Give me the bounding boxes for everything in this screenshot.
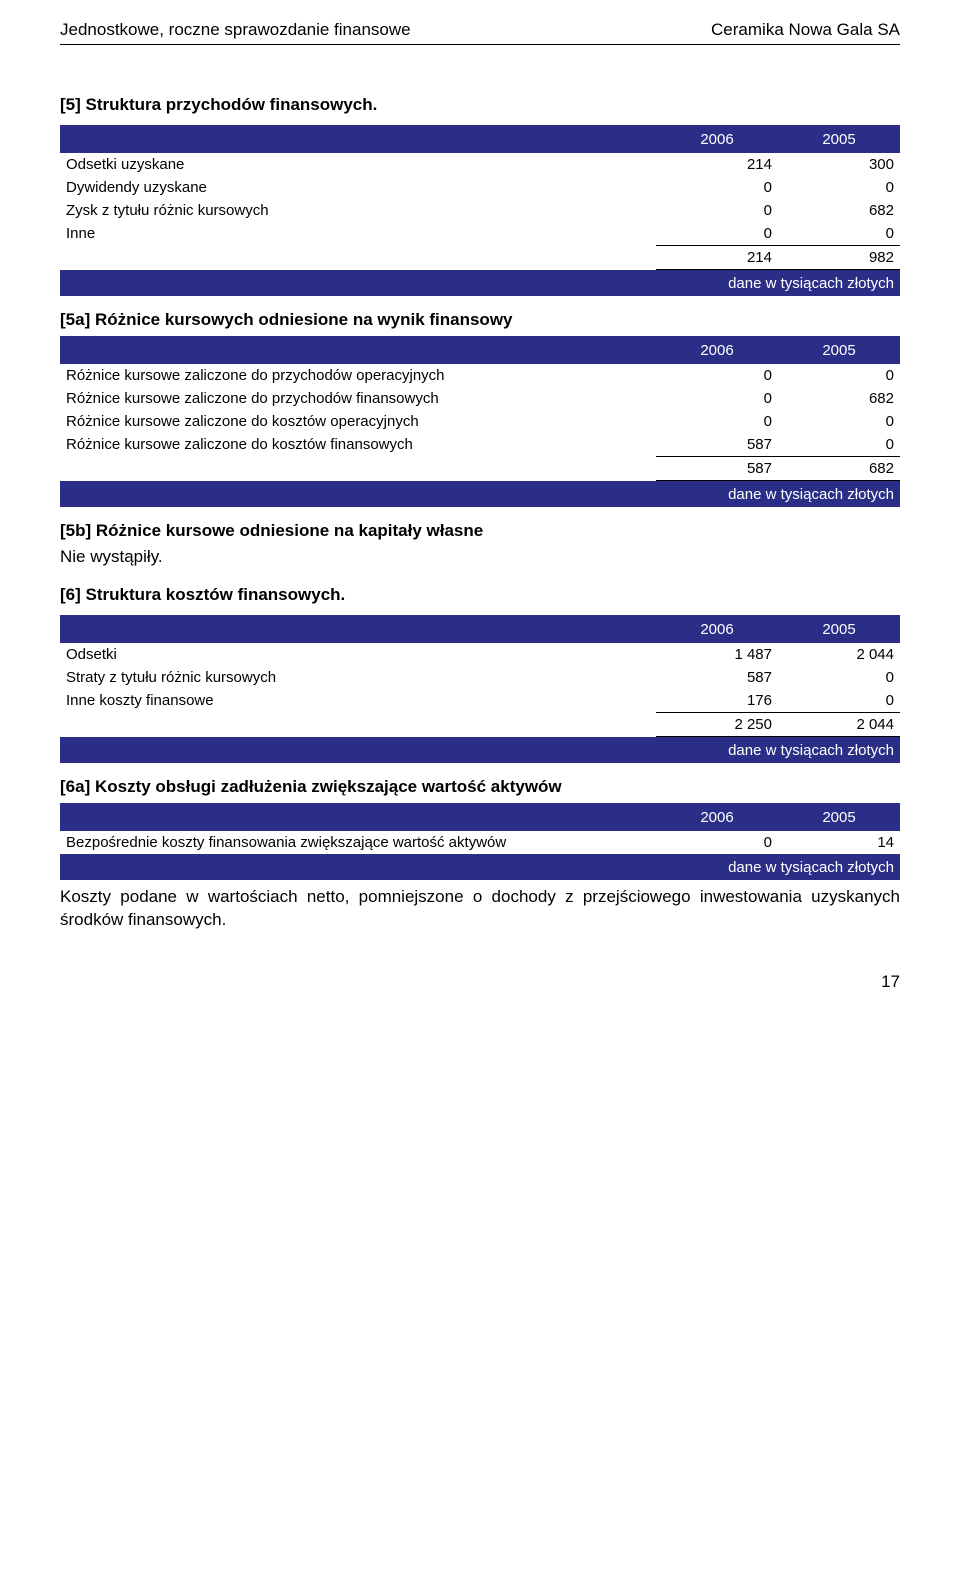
year-col-1: 2006 (656, 615, 778, 643)
section-6a-body: Koszty podane w wartościach netto, pomni… (60, 886, 900, 932)
table-header-row: 2006 2005 (60, 615, 900, 643)
row-value: 0 (778, 689, 900, 713)
section-6-title: [6] Struktura kosztów finansowych. (60, 585, 900, 605)
section-5-title: [5] Struktura przychodów finansowych. (60, 95, 900, 115)
row-value: 0 (778, 364, 900, 387)
section-5b-title: [5b] Różnice kursowe odniesione na kapit… (60, 521, 900, 541)
table-row: Inne 0 0 (60, 222, 900, 246)
header-right: Ceramika Nowa Gala SA (711, 20, 900, 40)
row-label: Różnice kursowe zaliczone do kosztów ope… (60, 410, 656, 433)
table-section-6a: 2006 2005 Bezpośrednie koszty finansowan… (60, 803, 900, 880)
total-value: 982 (778, 246, 900, 270)
row-value: 0 (656, 387, 778, 410)
year-col-2: 2005 (778, 615, 900, 643)
row-value: 682 (778, 199, 900, 222)
row-value: 300 (778, 153, 900, 176)
table-caption-row: dane w tysiącach złotych (60, 854, 900, 880)
table-caption: dane w tysiącach złotych (60, 737, 900, 764)
row-value: 682 (778, 387, 900, 410)
table-row: Inne koszty finansowe 176 0 (60, 689, 900, 713)
row-value: 214 (656, 153, 778, 176)
header-left: Jednostkowe, roczne sprawozdanie finanso… (60, 20, 411, 40)
year-col-2: 2005 (778, 803, 900, 831)
table-row: Zysk z tytułu różnic kursowych 0 682 (60, 199, 900, 222)
table-caption-row: dane w tysiącach złotych (60, 737, 900, 764)
table-row: Różnice kursowe zaliczone do przychodów … (60, 364, 900, 387)
header-spacer (60, 125, 656, 153)
table-row: Bezpośrednie koszty finansowania zwiększ… (60, 831, 900, 854)
total-value: 2 044 (778, 713, 900, 737)
total-value: 2 250 (656, 713, 778, 737)
table-caption-row: dane w tysiącach złotych (60, 481, 900, 508)
row-value: 0 (778, 222, 900, 246)
table-row: Dywidendy uzyskane 0 0 (60, 176, 900, 199)
row-value: 2 044 (778, 643, 900, 666)
row-label: Inne (60, 222, 656, 246)
row-value: 0 (656, 199, 778, 222)
row-label: Zysk z tytułu różnic kursowych (60, 199, 656, 222)
row-label: Różnice kursowe zaliczone do kosztów fin… (60, 433, 656, 457)
table-header-row: 2006 2005 (60, 803, 900, 831)
table-caption: dane w tysiącach złotych (60, 854, 900, 880)
table-total-row: 214 982 (60, 246, 900, 270)
table-row: Odsetki uzyskane 214 300 (60, 153, 900, 176)
year-col-2: 2005 (778, 125, 900, 153)
row-label: Dywidendy uzyskane (60, 176, 656, 199)
table-header-row: 2006 2005 (60, 336, 900, 364)
table-total-row: 587 682 (60, 457, 900, 481)
row-value: 0 (778, 176, 900, 199)
year-col-1: 2006 (656, 336, 778, 364)
total-value: 587 (656, 457, 778, 481)
page-number: 17 (60, 972, 900, 992)
row-value: 0 (778, 666, 900, 689)
year-col-2: 2005 (778, 336, 900, 364)
section-6a-title: [6a] Koszty obsługi zadłużenia zwiększaj… (60, 777, 900, 797)
total-value: 682 (778, 457, 900, 481)
table-row: Straty z tytułu różnic kursowych 587 0 (60, 666, 900, 689)
row-value: 0 (778, 410, 900, 433)
page-header: Jednostkowe, roczne sprawozdanie finanso… (60, 20, 900, 45)
table-total-row: 2 250 2 044 (60, 713, 900, 737)
year-col-1: 2006 (656, 803, 778, 831)
row-value: 14 (778, 831, 900, 854)
row-label: Różnice kursowe zaliczone do przychodów … (60, 364, 656, 387)
table-header-row: 2006 2005 (60, 125, 900, 153)
table-section-5a: 2006 2005 Różnice kursowe zaliczone do p… (60, 336, 900, 507)
row-label: Odsetki uzyskane (60, 153, 656, 176)
row-value: 587 (656, 666, 778, 689)
row-value: 176 (656, 689, 778, 713)
row-value: 0 (656, 410, 778, 433)
section-5b-text: Nie wystąpiły. (60, 547, 900, 567)
table-caption: dane w tysiącach złotych (60, 481, 900, 508)
table-row: Różnice kursowe zaliczone do przychodów … (60, 387, 900, 410)
row-label: Straty z tytułu różnic kursowych (60, 666, 656, 689)
row-label: Inne koszty finansowe (60, 689, 656, 713)
row-label: Odsetki (60, 643, 656, 666)
row-value: 0 (656, 222, 778, 246)
row-value: 0 (656, 831, 778, 854)
row-label: Różnice kursowe zaliczone do przychodów … (60, 387, 656, 410)
row-value: 1 487 (656, 643, 778, 666)
row-label: Bezpośrednie koszty finansowania zwiększ… (60, 831, 656, 854)
table-row: Odsetki 1 487 2 044 (60, 643, 900, 666)
row-value: 0 (778, 433, 900, 457)
table-section-5: 2006 2005 Odsetki uzyskane 214 300 Dywid… (60, 125, 900, 296)
row-value: 0 (656, 364, 778, 387)
row-value: 587 (656, 433, 778, 457)
table-caption-row: dane w tysiącach złotych (60, 270, 900, 297)
table-section-6: 2006 2005 Odsetki 1 487 2 044 Straty z t… (60, 615, 900, 763)
year-col-1: 2006 (656, 125, 778, 153)
section-5a-title: [5a] Różnice kursowych odniesione na wyn… (60, 310, 900, 330)
total-value: 214 (656, 246, 778, 270)
table-row: Różnice kursowe zaliczone do kosztów ope… (60, 410, 900, 433)
table-row: Różnice kursowe zaliczone do kosztów fin… (60, 433, 900, 457)
row-value: 0 (656, 176, 778, 199)
table-caption: dane w tysiącach złotych (60, 270, 900, 297)
